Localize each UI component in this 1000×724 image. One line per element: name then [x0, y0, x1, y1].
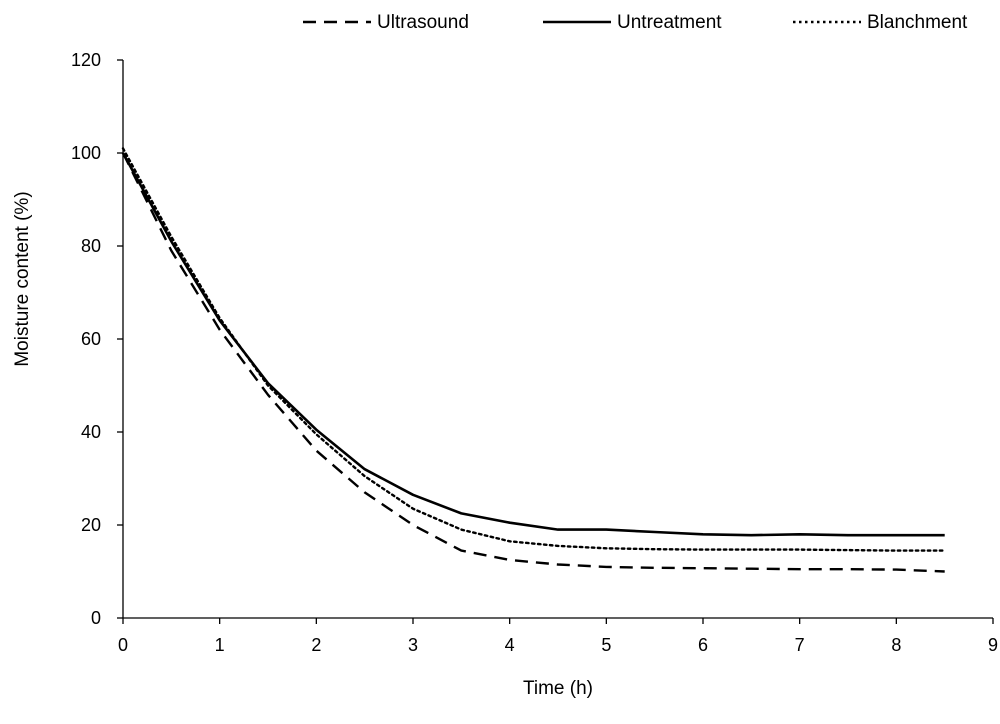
x-tick-label: 5 — [601, 635, 611, 655]
y-tick-label: 60 — [81, 329, 101, 349]
legend-label-untreatment: Untreatment — [617, 12, 722, 33]
y-axis-ticks: 0 20 40 60 80 100 120 — [71, 50, 123, 628]
y-tick-label: 120 — [71, 50, 101, 70]
x-tick-label: 4 — [505, 635, 515, 655]
x-tick-label: 1 — [215, 635, 225, 655]
legend: Ultrasound Untreatment Blanchment — [303, 12, 968, 33]
x-tick-label: 2 — [311, 635, 321, 655]
x-tick-label: 3 — [408, 635, 418, 655]
series-layer — [121, 147, 946, 573]
y-tick-label: 100 — [71, 143, 101, 163]
y-tick-label: 0 — [91, 608, 101, 628]
x-tick-label: 9 — [988, 635, 998, 655]
legend-label-ultrasound: Ultrasound — [377, 12, 469, 33]
y-tick-label: 20 — [81, 515, 101, 535]
x-tick-label: 8 — [891, 635, 901, 655]
x-tick-label: 7 — [795, 635, 805, 655]
series-line-ultrasound — [121, 152, 945, 573]
series-line-untreatment — [121, 152, 945, 537]
y-axis-title: Moisture content (%) — [12, 191, 33, 366]
x-axis-title: Time (h) — [523, 678, 593, 699]
x-tick-label: 0 — [118, 635, 128, 655]
x-axis-ticks: 0 1 2 3 4 5 6 7 8 9 — [118, 618, 998, 655]
y-tick-label: 40 — [81, 422, 101, 442]
y-tick-label: 80 — [81, 236, 101, 256]
legend-label-blanchment: Blanchment — [867, 12, 968, 33]
x-tick-label: 6 — [698, 635, 708, 655]
series-line-blanchment — [121, 147, 946, 552]
